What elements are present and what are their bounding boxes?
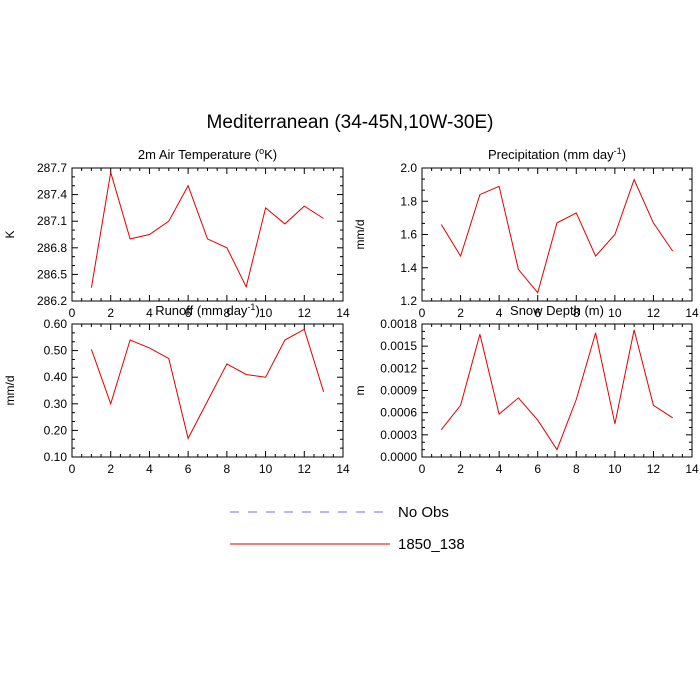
y-tick-label: 1.8 xyxy=(400,194,417,208)
series-line xyxy=(90,172,324,289)
panel-title: 2m Air Temperature (oK) xyxy=(138,146,277,162)
panel-frame xyxy=(421,167,693,302)
y-tick-label: 287.1 xyxy=(37,214,67,228)
y-tick-label: 0.60 xyxy=(44,317,68,331)
x-tick-label: 2 xyxy=(107,462,114,476)
x-tick-label: 0 xyxy=(69,462,76,476)
y-tick-label: 287.7 xyxy=(37,161,67,175)
y-tick-label: 1.2 xyxy=(400,294,417,308)
y-tick-label: 0.0018 xyxy=(380,317,417,331)
y-tick-label: 0.0015 xyxy=(380,339,417,353)
x-tick-label: 14 xyxy=(685,462,699,476)
x-tick-label: 12 xyxy=(298,306,312,320)
x-tick-label: 10 xyxy=(608,306,622,320)
y-tick-label: 0.0000 xyxy=(380,450,417,464)
x-tick-label: 4 xyxy=(146,306,153,320)
x-tick-label: 2 xyxy=(457,306,464,320)
x-tick-label: 6 xyxy=(185,306,192,320)
x-tick-label: 8 xyxy=(224,462,231,476)
x-tick-label: 12 xyxy=(298,462,312,476)
x-tick-label: 0 xyxy=(419,306,426,320)
y-tick-label: 0.30 xyxy=(44,397,68,411)
y-tick-label: 0.40 xyxy=(44,370,68,384)
y-axis-label: K xyxy=(3,230,17,238)
x-tick-label: 6 xyxy=(534,306,541,320)
panel-title: Snow Depth (m) xyxy=(510,303,604,318)
y-axis-label: mm/d xyxy=(353,220,367,250)
x-tick-label: 10 xyxy=(259,306,273,320)
x-tick-label: 14 xyxy=(336,306,350,320)
y-tick-label: 2.0 xyxy=(400,161,417,175)
x-tick-label: 0 xyxy=(419,462,426,476)
panel-frame xyxy=(421,323,693,458)
x-tick-label: 12 xyxy=(647,306,661,320)
y-tick-label: 287.4 xyxy=(37,188,67,202)
y-tick-label: 0.0009 xyxy=(380,384,417,398)
figure-title: Mediterranean (34-45N,10W-30E) xyxy=(206,112,494,133)
y-tick-label: 0.10 xyxy=(44,450,68,464)
y-tick-label: 0.20 xyxy=(44,423,68,437)
series-line xyxy=(90,328,325,440)
x-tick-label: 2 xyxy=(107,306,114,320)
y-tick-label: 0.0003 xyxy=(380,428,417,442)
x-tick-label: 14 xyxy=(336,462,350,476)
x-tick-label: 2 xyxy=(457,462,464,476)
legend-label: 1850_138 xyxy=(398,536,465,553)
x-tick-label: 4 xyxy=(146,462,153,476)
panel-title: Runoff (mm day-1) xyxy=(155,302,260,318)
y-axis-label: m xyxy=(353,386,367,396)
x-tick-label: 10 xyxy=(608,462,622,476)
x-tick-label: 4 xyxy=(496,462,503,476)
x-tick-label: 8 xyxy=(573,462,580,476)
panel-frame xyxy=(71,167,344,302)
y-tick-label: 286.8 xyxy=(37,241,67,255)
y-tick-label: 1.4 xyxy=(400,261,417,275)
y-tick-label: 1.6 xyxy=(400,228,417,242)
x-tick-label: 0 xyxy=(69,306,76,320)
x-tick-label: 6 xyxy=(534,462,541,476)
x-tick-label: 14 xyxy=(685,306,699,320)
legend-label: No Obs xyxy=(398,504,449,521)
y-axis-label: mm/d xyxy=(3,376,17,406)
panel-frame xyxy=(71,323,344,458)
y-tick-label: 0.50 xyxy=(44,344,68,358)
x-tick-label: 10 xyxy=(259,462,273,476)
y-tick-label: 286.2 xyxy=(37,294,67,308)
y-tick-label: 0.0012 xyxy=(380,361,417,375)
x-tick-label: 8 xyxy=(224,306,231,320)
x-tick-label: 6 xyxy=(185,462,192,476)
series-line xyxy=(440,178,674,294)
series-line xyxy=(440,329,673,451)
y-tick-label: 0.0006 xyxy=(380,406,417,420)
panel-title: Precipitation (mm day-1) xyxy=(488,146,626,162)
x-tick-label: 4 xyxy=(496,306,503,320)
x-tick-label: 8 xyxy=(573,306,580,320)
y-tick-label: 286.5 xyxy=(37,267,67,281)
x-tick-label: 12 xyxy=(647,462,661,476)
